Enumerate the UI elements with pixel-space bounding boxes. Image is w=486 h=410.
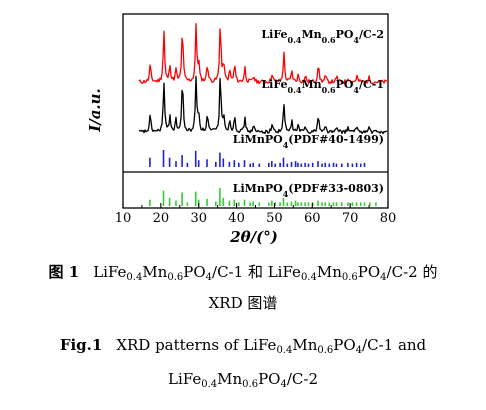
caption-zh-text: LiFe0.4Mn0.6PO4/C-1 和 LiFe0.4Mn0.6PO4/C-… bbox=[93, 263, 438, 283]
subscript: 0.4 bbox=[126, 272, 143, 283]
series-label: LiMnPO4(PDF#40-1499) bbox=[233, 133, 384, 150]
series-1: LiFe0.4Mn0.6PO4/C-2 bbox=[138, 22, 388, 85]
series-line bbox=[138, 75, 388, 135]
x-tick-label: 70 bbox=[342, 211, 359, 226]
x-axis-title: 2θ/(°) bbox=[229, 228, 278, 246]
caption-zh-line2: XRD 图谱 bbox=[0, 292, 486, 313]
subscript: 0.4 bbox=[300, 272, 317, 283]
subscript: 4 bbox=[280, 379, 287, 390]
caption-en-line2: LiFe0.4Mn0.6PO4/C-2 bbox=[0, 370, 486, 390]
caption-fragment: LiFe bbox=[93, 263, 127, 281]
caption-zh-line1: 图 1 LiFe0.4Mn0.6PO4/C-1 和 LiFe0.4Mn0.6PO4… bbox=[0, 261, 486, 283]
caption-zh-line2-text: XRD 图谱 bbox=[208, 294, 278, 312]
caption-fragment: Mn bbox=[292, 336, 318, 354]
caption-fragment: PO bbox=[183, 263, 206, 281]
caption-en-line2-text: LiFe0.4Mn0.6PO4/C-2 bbox=[168, 370, 318, 390]
caption-fragment: PO bbox=[333, 336, 356, 354]
subscript: 0.4 bbox=[201, 379, 218, 390]
series-3: LiMnPO4(PDF#40-1499) bbox=[149, 133, 384, 167]
subscript: 0.6 bbox=[341, 272, 358, 283]
x-axis-ticks: 10 20 30 40 50 60 70 80 bbox=[115, 203, 397, 226]
subscript: 0.4 bbox=[276, 345, 293, 356]
x-tick-label: 60 bbox=[304, 211, 321, 226]
y-axis-title: I/a.u. bbox=[86, 88, 104, 133]
subscript: 0.6 bbox=[317, 345, 334, 356]
x-tick-label: 30 bbox=[190, 211, 207, 226]
caption-en-figure-number: Fig.1 bbox=[59, 336, 103, 354]
caption-fragment: Mn bbox=[316, 263, 342, 281]
series-2: LiFe0.4Mn0.6PO4/C-1 bbox=[138, 75, 388, 135]
caption-fragment: Mn bbox=[142, 263, 168, 281]
series-4: LiMnPO4(PDF#33-0803) bbox=[149, 182, 384, 206]
series-label: LiFe0.4Mn0.6PO4/C-1 bbox=[261, 78, 384, 95]
caption-fragment: /C-1 和 LiFe bbox=[212, 263, 301, 281]
subscript: 0.6 bbox=[167, 272, 184, 283]
subscript: 4 bbox=[380, 272, 387, 283]
x-tick-label: 50 bbox=[266, 211, 283, 226]
series-layer: LiFe0.4Mn0.6PO4/C-2 LiFe0.4Mn0.6PO4/C-1 Li… bbox=[138, 22, 388, 206]
x-tick-label: 40 bbox=[228, 211, 245, 226]
caption-en-line1: Fig.1 XRD patterns of LiFe0.4Mn0.6PO4/C-1… bbox=[0, 336, 486, 356]
caption-fragment: /C-2 bbox=[286, 370, 318, 388]
xrd-chart: LiFe0.4Mn0.6PO4/C-2 LiFe0.4Mn0.6PO4/C-1 Li… bbox=[86, 13, 397, 246]
caption-fragment: PO bbox=[357, 263, 381, 281]
subscript: 4 bbox=[355, 345, 363, 356]
caption-en-text: XRD patterns of LiFe0.4Mn0.6PO4/C-1 and bbox=[116, 336, 427, 356]
caption-fragment: LiFe bbox=[168, 370, 202, 388]
x-tick-label: 10 bbox=[115, 211, 132, 226]
caption-fragment: Mn bbox=[217, 370, 243, 388]
x-tick-label: 20 bbox=[153, 211, 170, 226]
subscript: 4 bbox=[205, 272, 213, 283]
subscript: 0.6 bbox=[242, 379, 259, 390]
caption-fragment: /C-2 的 bbox=[386, 263, 438, 281]
caption-fragment: XRD patterns of LiFe bbox=[116, 336, 277, 354]
caption-zh-figure-number: 图 1 bbox=[48, 263, 80, 281]
caption-fragment: /C-1 and bbox=[362, 336, 427, 354]
series-line bbox=[138, 22, 388, 85]
series-label: LiFe0.4Mn0.6PO4/C-2 bbox=[261, 28, 384, 45]
x-tick-label: 80 bbox=[380, 211, 397, 226]
series-label: LiMnPO4(PDF#33-0803) bbox=[233, 182, 384, 199]
caption-fragment: PO bbox=[258, 370, 281, 388]
